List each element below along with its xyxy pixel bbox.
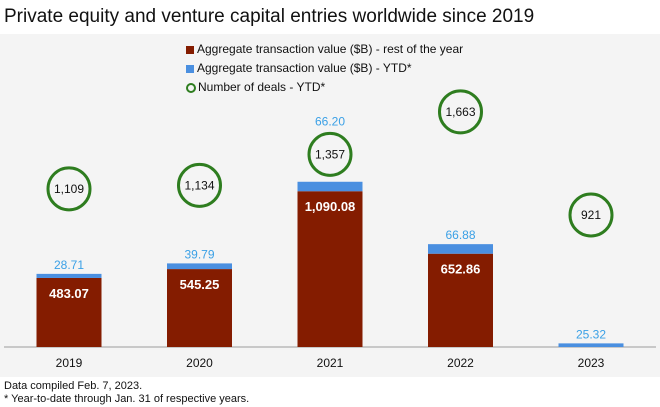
legend-swatch [186, 45, 194, 54]
x-tick-label: 2020 [186, 356, 213, 370]
x-tick-label: 2021 [317, 356, 344, 370]
legend-label: Aggregate transaction value ($B) - YTD* [197, 61, 412, 75]
bar-ytd [167, 263, 232, 270]
legend-item-deals: Number of deals - YTD* [186, 78, 463, 97]
bar-ytd [297, 181, 363, 192]
bar-ytd [428, 244, 493, 254]
deals-marker [46, 166, 92, 212]
x-tick-label: 2022 [447, 356, 474, 370]
deals-marker [307, 131, 353, 177]
bar-label-ytd: 66.88 [445, 228, 475, 242]
legend-swatch [186, 64, 194, 73]
deals-label: 921 [581, 208, 601, 222]
bar-label-ytd: 25.32 [576, 327, 606, 341]
bar-rest [297, 191, 363, 347]
bar-rest [36, 277, 102, 347]
legend-label: Number of deals - YTD* [198, 80, 326, 94]
bar-ytd [36, 273, 102, 278]
legend-item-ytd: Aggregate transaction value ($B) - YTD* [186, 59, 463, 78]
bar-label-ytd: 66.20 [315, 114, 345, 128]
footnotes: Data compiled Feb. 7, 2023. * Year-to-da… [4, 380, 249, 406]
bar-ytd [558, 343, 624, 347]
legend-ring-icon [186, 82, 196, 93]
deals-label: 1,109 [54, 182, 84, 196]
chart-title: Private equity and venture capital entri… [4, 6, 535, 27]
footnote: * Year-to-date through Jan. 31 of respec… [4, 393, 250, 405]
x-tick-label: 2023 [578, 356, 605, 370]
bar-label-ytd: 39.79 [184, 247, 214, 261]
footnote: Data compiled Feb. 7, 2023. [4, 380, 143, 392]
legend-item-rest: Aggregate transaction value ($B) - rest … [186, 40, 463, 59]
deals-marker [438, 89, 483, 135]
deals-label: 1,357 [315, 147, 345, 161]
bar-rest [167, 269, 232, 347]
legend-label: Aggregate transaction value ($B) - rest … [197, 42, 464, 56]
bar-label-rest: 652.86 [441, 262, 481, 277]
bar-label-rest: 1,090.08 [305, 199, 356, 214]
bar-label-ytd: 28.71 [54, 258, 84, 272]
bar-label-rest: 483.07 [49, 286, 89, 301]
x-tick-label: 2019 [56, 356, 83, 370]
legend: Aggregate transaction value ($B) - rest … [186, 40, 463, 97]
deals-marker [177, 162, 222, 208]
deals-label: 1,663 [445, 105, 475, 119]
deals-marker [568, 192, 614, 238]
bar-rest [428, 253, 493, 347]
bar-label-rest: 545.25 [180, 277, 220, 292]
deals-label: 1,134 [184, 178, 214, 192]
